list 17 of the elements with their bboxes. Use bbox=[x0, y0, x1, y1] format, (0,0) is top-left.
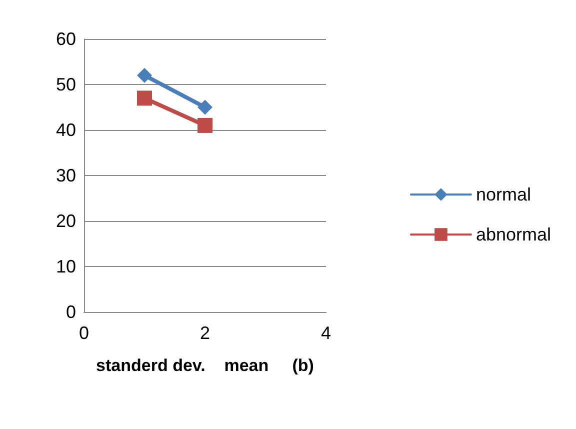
x-tick-label: 4 bbox=[320, 323, 332, 343]
y-tick-label: 40 bbox=[56, 120, 76, 140]
x-tick-label: 0 bbox=[78, 323, 90, 343]
x-axis-title: standerd dev. mean (b) bbox=[96, 356, 314, 375]
point bbox=[137, 68, 152, 83]
y-tick-label: 30 bbox=[56, 166, 76, 186]
y-tick-label: 50 bbox=[56, 74, 76, 94]
y-tick-label: 0 bbox=[66, 302, 76, 322]
legend-label: normal bbox=[476, 184, 531, 204]
legend-label: abnormal bbox=[476, 224, 552, 244]
point bbox=[198, 118, 212, 133]
x-tick-label: 2 bbox=[200, 323, 210, 343]
point bbox=[137, 90, 152, 106]
y-tick-label: 60 bbox=[56, 29, 76, 49]
y-tick-label: 20 bbox=[56, 211, 76, 231]
point bbox=[198, 100, 212, 115]
y-tick-label: 10 bbox=[56, 256, 76, 276]
